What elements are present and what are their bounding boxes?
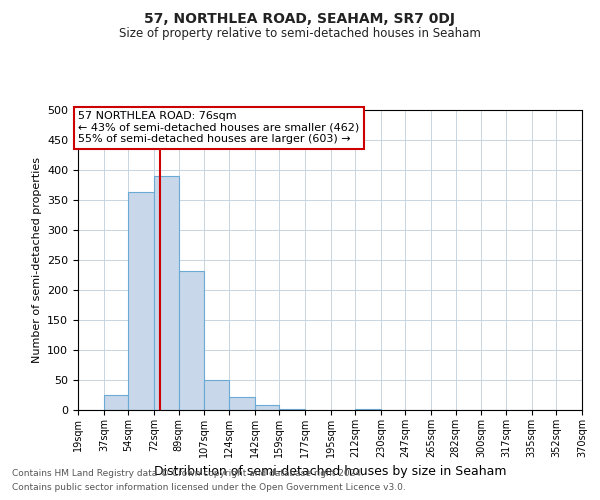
Bar: [104, 395, 128, 410]
Bar: [355, 409, 381, 410]
Bar: [205, 380, 229, 410]
Bar: [179, 271, 205, 410]
Y-axis label: Number of semi-detached properties: Number of semi-detached properties: [32, 157, 41, 363]
Bar: [279, 409, 305, 410]
Text: Size of property relative to semi-detached houses in Seaham: Size of property relative to semi-detach…: [119, 28, 481, 40]
Bar: [254, 405, 279, 410]
X-axis label: Distribution of semi-detached houses by size in Seaham: Distribution of semi-detached houses by …: [154, 466, 506, 478]
Text: 57 NORTHLEA ROAD: 76sqm
← 43% of semi-detached houses are smaller (462)
55% of s: 57 NORTHLEA ROAD: 76sqm ← 43% of semi-de…: [78, 111, 359, 144]
Text: Contains public sector information licensed under the Open Government Licence v3: Contains public sector information licen…: [12, 484, 406, 492]
Text: 57, NORTHLEA ROAD, SEAHAM, SR7 0DJ: 57, NORTHLEA ROAD, SEAHAM, SR7 0DJ: [145, 12, 455, 26]
Bar: [154, 176, 179, 410]
Text: Contains HM Land Registry data © Crown copyright and database right 2024.: Contains HM Land Registry data © Crown c…: [12, 468, 364, 477]
Bar: [128, 192, 154, 410]
Bar: [229, 397, 254, 410]
